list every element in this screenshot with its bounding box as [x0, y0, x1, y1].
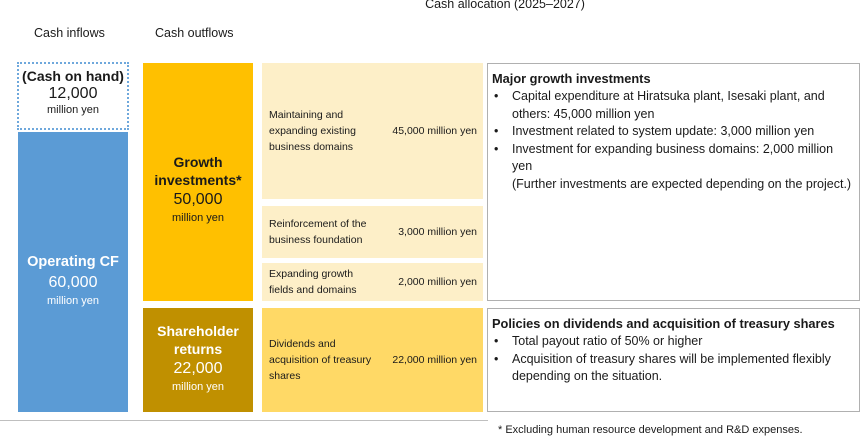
list-item: • Capital expenditure at Hiratsuka plant,…: [494, 89, 825, 121]
growth-label-line1: Growth: [173, 154, 223, 170]
item-amount: 3,000 million yen: [398, 226, 477, 238]
shareholder-returns-block: Shareholder returns 22,000 million yen: [143, 308, 253, 412]
footnote: * Excluding human resource development a…: [498, 424, 803, 436]
cash-on-hand-unit: million yen: [47, 104, 99, 116]
growth-unit: million yen: [172, 212, 224, 224]
item-dividends: Dividends and acquisition of treasury sh…: [262, 308, 483, 412]
shareholder-label-line1: Shareholder: [157, 323, 239, 339]
cash-on-hand-amount: 12,000: [48, 85, 98, 102]
shareholder-returns-panel: Policies on dividends and acquisition of…: [487, 308, 860, 412]
baseline-divider: [0, 420, 488, 421]
operating-cf-block: Operating CF 60,000 million yen: [18, 132, 128, 412]
bullet-icon: •: [494, 89, 499, 103]
item-label: Expanding growth fields and domains: [269, 268, 357, 296]
shareholder-label-line2: returns: [173, 341, 223, 357]
bullet-list: • Capital expenditure at Hiratsuka plant,…: [492, 88, 853, 176]
bullet-icon: •: [494, 334, 499, 348]
shareholder-unit: million yen: [172, 381, 224, 393]
item-label: Dividends and acquisition of treasury sh…: [269, 338, 372, 382]
growth-label-line2: investments*: [154, 172, 242, 188]
list-item: • Acquisition of treasury shares will be …: [494, 351, 831, 384]
growth-amount: 50,000: [173, 191, 223, 208]
bullet-icon: •: [494, 141, 499, 156]
item-label: Maintaining and expanding existing busin…: [269, 109, 356, 153]
bullet-icon: •: [494, 124, 499, 138]
panel-note: (Further investments are expected depend…: [512, 176, 852, 191]
cash-inflows-header: Cash inflows: [34, 26, 105, 40]
growth-investments-block: Growth investments* 50,000 million yen: [143, 63, 253, 301]
list-item: • Investment for expanding business domai…: [494, 141, 834, 174]
item-business-foundation: Reinforcement of the business foundation…: [262, 206, 483, 258]
item-label: Reinforcement of the business foundation: [269, 218, 367, 246]
cash-on-hand-box: (Cash on hand) 12,000 million yen: [17, 62, 129, 130]
list-item: • Investment related to system update: 3,…: [492, 123, 853, 141]
bullet-icon: •: [494, 351, 499, 366]
item-amount: 2,000 million yen: [398, 276, 477, 288]
shareholder-amount: 22,000: [173, 360, 223, 377]
bullet-list: • Total payout ratio of 50% or higher • Ac…: [492, 333, 853, 386]
item-amount: 45,000 million yen: [392, 125, 477, 137]
panel-heading: Major growth investments: [492, 71, 651, 86]
cash-outflows-header: Cash outflows: [155, 26, 234, 40]
item-growth-fields: Expanding growth fields and domains 2,00…: [262, 263, 483, 301]
growth-investments-panel: Major growth investments • Capital expend…: [487, 63, 860, 301]
operating-cf-label: Operating CF: [27, 254, 119, 270]
cash-on-hand-label: (Cash on hand): [22, 68, 124, 84]
chart-title: Cash allocation (2025–2027): [425, 0, 585, 11]
operating-cf-unit: million yen: [47, 295, 99, 307]
item-existing-domains: Maintaining and expanding existing busin…: [262, 63, 483, 199]
item-amount: 22,000 million yen: [392, 354, 477, 366]
list-item: • Total payout ratio of 50% or higher: [492, 333, 853, 351]
panel-heading: Policies on dividends and acquisition of…: [492, 316, 835, 331]
operating-cf-amount: 60,000: [48, 274, 98, 291]
